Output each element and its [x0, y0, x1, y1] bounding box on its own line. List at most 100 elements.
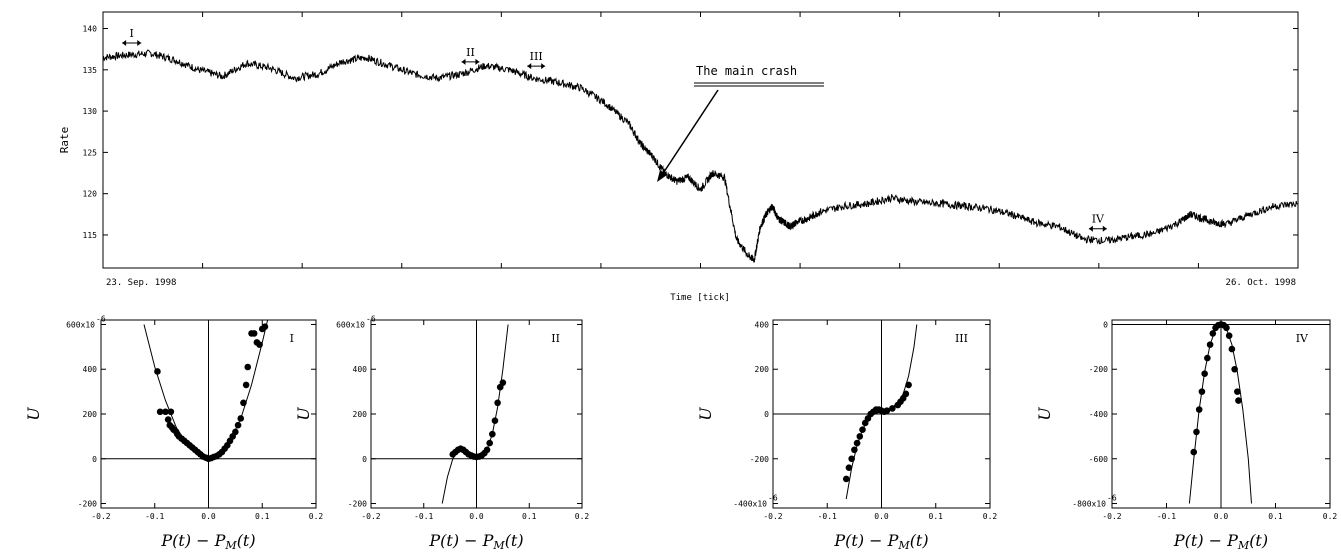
x-tick-label: 0.1: [929, 512, 944, 521]
data-point: [154, 368, 161, 375]
data-point: [1204, 354, 1211, 362]
x-axis-title: P(t) − PM(t): [160, 531, 255, 552]
x-start-label: 23. Sep. 1998: [106, 278, 176, 288]
data-point: [164, 416, 172, 423]
callout-label: The main crash: [696, 64, 797, 78]
y-axis-title: U: [294, 407, 313, 421]
y-tick-label: 0: [362, 455, 367, 464]
x-axis-title-part: P(t) − P: [160, 531, 225, 550]
fit-curve: [441, 324, 509, 504]
x-axis-title: P(t) − PM(t): [1173, 531, 1268, 552]
x-tick-label: -0.1: [1157, 512, 1176, 521]
y-tick-label: 130: [83, 107, 98, 116]
data-point: [848, 455, 855, 463]
x-axis-title-part: M: [1237, 539, 1250, 552]
data-point: [856, 433, 864, 440]
x-tick-label: 0.0: [874, 512, 889, 521]
y-tick-label: -600: [1089, 455, 1108, 464]
y-tick-label: 140: [83, 25, 98, 34]
x-tick-label: 0.1: [255, 512, 270, 521]
y-tick-label: -800x10: [1072, 500, 1106, 509]
y-tick-exponent: -6: [768, 494, 778, 503]
y-tick-label: 200: [755, 365, 770, 374]
x-tick-label: -0.2: [361, 512, 380, 521]
panel-label: II: [551, 332, 560, 345]
panel-label: IV: [1296, 332, 1309, 345]
y-tick-label: -400: [1089, 410, 1108, 419]
data-point: [167, 408, 175, 416]
x-tick-label: -0.2: [763, 512, 782, 521]
data-point: [250, 330, 258, 337]
arrowhead-right: [137, 39, 142, 46]
fit-curve: [1188, 323, 1252, 504]
x-axis-title-part: M: [224, 539, 237, 552]
x-axis-title-part: M: [897, 539, 910, 552]
data-point: [156, 408, 164, 416]
panel-label: I: [290, 332, 294, 345]
x-tick-label: 0.2: [983, 512, 998, 521]
data-point: [905, 381, 912, 389]
data-point: [237, 415, 245, 422]
y-tick-label: 600x10: [66, 320, 95, 329]
y-tick-exponent: -6: [366, 314, 376, 323]
fit-curve: [143, 320, 269, 460]
y-tick-exponent: -6: [96, 314, 106, 323]
interval-label-II: II: [466, 46, 475, 59]
x-tick-label: 0.2: [309, 512, 324, 521]
data-point: [845, 464, 853, 472]
data-point: [853, 439, 861, 447]
y-tick-label: -200: [78, 500, 97, 509]
data-point: [489, 430, 496, 438]
x-axis-title-part: M: [492, 539, 505, 552]
x-tick-label: -0.1: [145, 512, 164, 521]
y-axis-title: U: [696, 407, 715, 421]
y-tick-label: 135: [83, 66, 98, 75]
x-axis-title-part: P(t) − P: [833, 531, 898, 550]
rate-series-line: [102, 49, 1299, 263]
x-tick-label: -0.2: [1102, 512, 1121, 521]
data-point: [1223, 324, 1230, 332]
data-point: [1195, 406, 1203, 413]
y-tick-label: 400: [755, 320, 770, 329]
data-point: [842, 475, 850, 483]
y-tick-label: 600x10: [336, 320, 365, 329]
x-tick-label: 0.1: [522, 512, 537, 521]
y-tick-label: 400: [353, 365, 368, 374]
x-tick-label: 0.0: [469, 512, 484, 521]
y-axis-title: U: [24, 407, 43, 421]
data-point: [1209, 330, 1217, 337]
data-point: [1201, 370, 1208, 378]
data-point: [1206, 341, 1214, 348]
data-point: [859, 426, 866, 433]
y-tick-label: 125: [83, 148, 98, 157]
phase-panel-IV: -0.2 -0.1 0.0 0.1 0.2 -800x10-6 -600 -400 -200 0 I…: [1035, 319, 1337, 552]
data-point: [232, 428, 239, 436]
x-axis-title: P(t) − PM(t): [428, 531, 523, 552]
x-tick-label: 0.0: [1214, 512, 1229, 521]
x-axis-title: P(t) − PM(t): [833, 531, 928, 552]
data-point: [902, 390, 910, 398]
data-point: [494, 399, 501, 407]
y-tick-label: -400x10: [733, 500, 767, 509]
phase-panel-I: -0.2 -0.1 0.0 0.1 0.2 -200 0 200 400 600x10-6 I P(t…: [24, 314, 323, 552]
data-point: [889, 405, 896, 412]
y-axis-title: Rate: [58, 127, 71, 154]
x-axis-title-part: (t): [1249, 531, 1268, 550]
y-tick-exponent: -6: [1107, 494, 1117, 503]
interval-label-IV: IV: [1092, 213, 1105, 226]
y-tick-label: 0: [1103, 320, 1108, 329]
y-tick-label: 115: [83, 231, 98, 240]
data-point: [1193, 428, 1200, 436]
data-point: [851, 446, 858, 454]
y-tick-label: 200: [353, 410, 368, 419]
panel-label: III: [955, 332, 968, 345]
data-point: [244, 363, 252, 371]
arrowhead-right: [541, 63, 546, 70]
x-tick-label: 0.0: [201, 512, 216, 521]
phase-panel-III: -0.2 -0.1 0.0 0.1 0.2 -400x10-6 -200 0 200 400 III…: [696, 319, 998, 552]
rate-time-series-chart: 115 120 125 130 135 140 23. Sep. 1998 26. Oct. …: [58, 11, 1299, 303]
y-tick-label: 200: [83, 410, 98, 419]
data-point: [883, 407, 891, 414]
y-tick-label: 0: [92, 455, 97, 464]
callout-arrowhead: [657, 170, 667, 182]
